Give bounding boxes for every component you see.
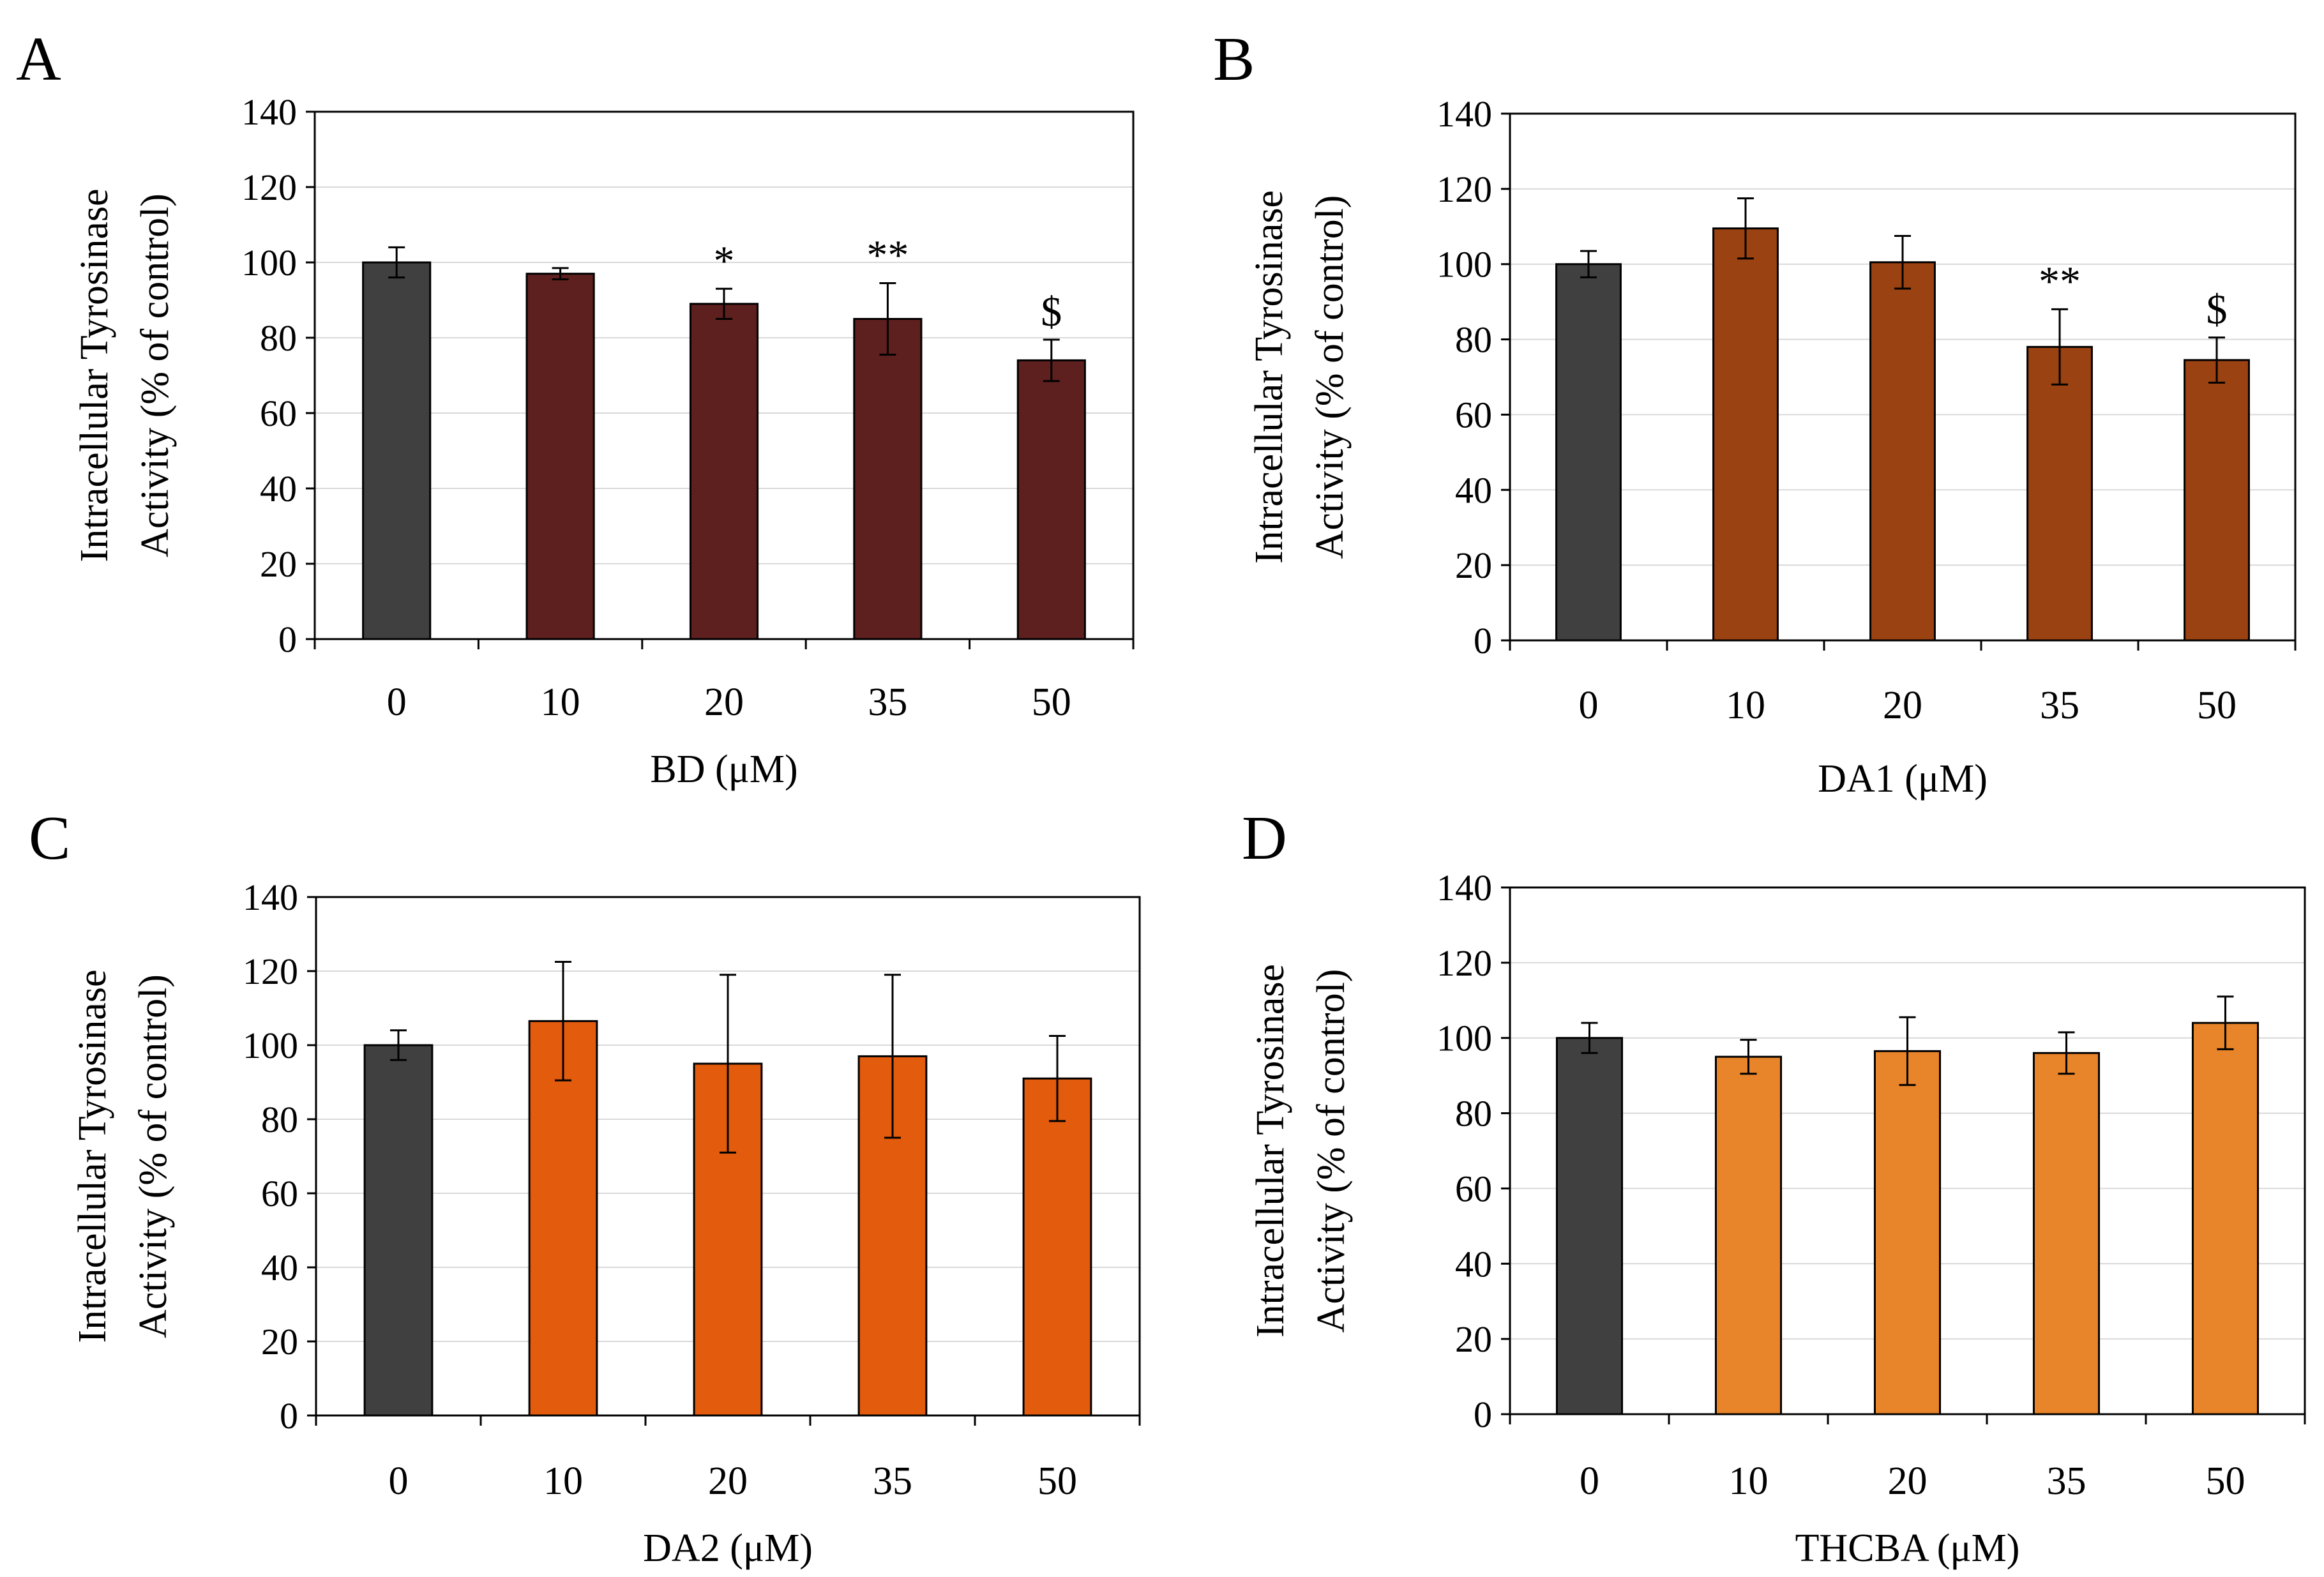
significance-marker: * bbox=[714, 238, 735, 284]
x-axis-label: BD (μM) bbox=[650, 748, 797, 791]
y-axis-label-line2: Activity (% of control) bbox=[133, 193, 177, 557]
bar bbox=[525, 273, 595, 640]
bar bbox=[1869, 261, 1936, 642]
y-tick-label: 0 bbox=[280, 1395, 298, 1437]
x-tick-label: 20 bbox=[704, 681, 744, 724]
y-tick-label: 100 bbox=[1437, 244, 1492, 285]
bar bbox=[2191, 1022, 2260, 1415]
y-tick-label: 0 bbox=[1474, 620, 1492, 661]
significance-marker: ** bbox=[866, 232, 909, 278]
x-tick-label: 35 bbox=[868, 681, 907, 724]
x-tick-label: 20 bbox=[708, 1460, 748, 1503]
bar bbox=[1712, 227, 1779, 642]
y-axis-label-line1: Intracellular Tyrosinase bbox=[1248, 190, 1291, 564]
panel-letter: C bbox=[29, 804, 70, 873]
y-tick-label: 80 bbox=[260, 317, 297, 359]
y-axis-label-line2: Activity (% of control) bbox=[1308, 195, 1352, 559]
y-tick-label: 40 bbox=[260, 468, 297, 509]
x-tick-label: 0 bbox=[387, 681, 407, 724]
panel-letter: D bbox=[1242, 804, 1287, 873]
y-tick-label: 140 bbox=[243, 877, 298, 918]
y-tick-label: 60 bbox=[1455, 394, 1492, 435]
y-axis-label-line1: Intracellular Tyrosinase bbox=[71, 969, 114, 1343]
bar bbox=[362, 261, 432, 640]
y-tick-label: 80 bbox=[1455, 319, 1492, 361]
bar bbox=[1555, 263, 1622, 642]
x-tick-label: 20 bbox=[1888, 1460, 1928, 1503]
bar bbox=[1016, 359, 1086, 640]
y-tick-label: 120 bbox=[241, 167, 297, 208]
bar bbox=[363, 1044, 434, 1417]
bar bbox=[2026, 345, 2093, 642]
y-tick-label: 20 bbox=[1455, 545, 1492, 586]
y-axis-label-line1: Intracellular Tyrosinase bbox=[1249, 964, 1292, 1338]
y-tick-label: 120 bbox=[243, 951, 298, 992]
y-tick-label: 120 bbox=[1437, 942, 1492, 984]
bar bbox=[853, 318, 923, 640]
bar bbox=[1873, 1050, 1942, 1415]
bar bbox=[1555, 1037, 1624, 1415]
bar bbox=[528, 1020, 598, 1417]
bar bbox=[1022, 1077, 1092, 1417]
y-tick-label: 140 bbox=[1437, 867, 1492, 909]
y-tick-label: 140 bbox=[1437, 93, 1492, 135]
y-tick-label: 120 bbox=[1437, 169, 1492, 210]
y-tick-label: 40 bbox=[261, 1247, 298, 1288]
y-tick-label: 140 bbox=[241, 91, 297, 133]
panel-a: A 0 20 40 60 80 100 120 140 0 10 * 20 ** 35 $50 BD (μM) I… bbox=[16, 25, 1135, 791]
x-tick-label: 50 bbox=[2197, 684, 2237, 727]
y-tick-label: 60 bbox=[261, 1173, 298, 1214]
panel-b: B 0 20 40 60 80 100 120 140 0 10 20 ** 35 $50 DA1 (μM) I… bbox=[1213, 25, 2297, 801]
y-axis-label-line2: Activity (% of control) bbox=[1309, 969, 1353, 1333]
y-tick-label: 100 bbox=[1437, 1018, 1492, 1059]
x-tick-label: 0 bbox=[389, 1460, 409, 1503]
x-tick-label: 35 bbox=[873, 1460, 912, 1503]
y-tick-label: 100 bbox=[241, 242, 297, 283]
y-tick-label: 100 bbox=[243, 1025, 298, 1066]
y-axis-label-line2: Activity (% of control) bbox=[132, 974, 175, 1338]
significance-marker: $ bbox=[2207, 287, 2228, 333]
x-tick-label: 10 bbox=[543, 1460, 583, 1503]
x-tick-label: 50 bbox=[1032, 681, 1071, 724]
x-tick-label: 0 bbox=[1579, 684, 1599, 727]
panel-c: C 0 20 40 60 80 100 120 140 0 10 20 35 50 DA2 (μM) Intr… bbox=[29, 804, 1141, 1570]
y-tick-label: 0 bbox=[1474, 1394, 1492, 1435]
x-tick-label: 10 bbox=[1726, 684, 1765, 727]
y-tick-label: 20 bbox=[260, 543, 297, 585]
bar bbox=[689, 303, 759, 640]
y-tick-label: 20 bbox=[1455, 1318, 1492, 1360]
x-tick-label: 10 bbox=[1729, 1460, 1769, 1503]
y-tick-label: 20 bbox=[261, 1321, 298, 1362]
bar bbox=[1714, 1055, 1783, 1415]
panel-letter: A bbox=[16, 25, 61, 94]
x-tick-label: 50 bbox=[2206, 1460, 2245, 1503]
x-axis-label: DA1 (μM) bbox=[1818, 757, 1988, 801]
x-tick-label: 35 bbox=[2040, 684, 2079, 727]
x-tick-label: 35 bbox=[2047, 1460, 2086, 1503]
x-axis-label: THCBA (μM) bbox=[1795, 1527, 2020, 1570]
x-axis-label: DA2 (μM) bbox=[643, 1527, 813, 1570]
panel-letter: B bbox=[1213, 25, 1255, 94]
x-tick-label: 0 bbox=[1580, 1460, 1599, 1503]
y-tick-label: 60 bbox=[1455, 1168, 1492, 1209]
significance-marker: $ bbox=[1041, 289, 1062, 335]
bar bbox=[2032, 1052, 2101, 1415]
y-tick-label: 80 bbox=[1455, 1093, 1492, 1135]
y-tick-label: 60 bbox=[260, 393, 297, 434]
y-tick-label: 40 bbox=[1455, 469, 1492, 511]
x-tick-label: 20 bbox=[1883, 684, 1922, 727]
bar bbox=[2184, 359, 2250, 642]
panel-d: D 0 20 40 60 80 100 120 140 0 10 20 35 50 THCBA (μM) In… bbox=[1242, 804, 2306, 1570]
x-tick-label: 50 bbox=[1038, 1460, 1077, 1503]
x-tick-label: 10 bbox=[541, 681, 580, 724]
significance-marker: ** bbox=[2039, 258, 2081, 305]
y-axis-label-line1: Intracellular Tyrosinase bbox=[73, 188, 116, 562]
y-tick-label: 40 bbox=[1455, 1243, 1492, 1285]
y-tick-label: 80 bbox=[261, 1099, 298, 1140]
y-tick-label: 0 bbox=[278, 619, 297, 660]
